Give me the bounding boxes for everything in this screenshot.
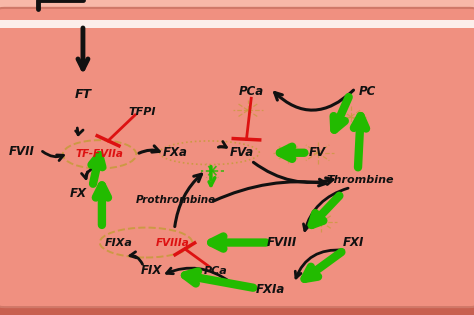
Text: FVIIIa: FVIIIa bbox=[156, 238, 190, 248]
Text: FXa: FXa bbox=[163, 146, 188, 159]
FancyBboxPatch shape bbox=[0, 20, 474, 28]
Text: FT: FT bbox=[74, 88, 91, 101]
Text: FVIII: FVIII bbox=[267, 236, 297, 249]
Text: TFPI: TFPI bbox=[128, 107, 156, 117]
Text: FX: FX bbox=[70, 187, 87, 200]
FancyBboxPatch shape bbox=[0, 298, 474, 315]
Text: TF-FVIIa: TF-FVIIa bbox=[75, 149, 124, 159]
Text: PCa: PCa bbox=[238, 85, 264, 98]
Text: FVa: FVa bbox=[230, 146, 254, 159]
Text: FV: FV bbox=[309, 146, 326, 159]
Text: FXIa: FXIa bbox=[255, 283, 285, 296]
Text: PC: PC bbox=[359, 85, 376, 98]
FancyBboxPatch shape bbox=[0, 0, 474, 47]
Text: PCa: PCa bbox=[204, 266, 228, 276]
Text: FIX: FIX bbox=[141, 264, 163, 278]
Text: FVII: FVII bbox=[9, 145, 34, 158]
Text: FIXa: FIXa bbox=[105, 238, 132, 248]
FancyBboxPatch shape bbox=[0, 8, 474, 307]
Text: FXI: FXI bbox=[342, 236, 364, 249]
Text: Prothrombine: Prothrombine bbox=[135, 195, 216, 205]
Text: Thrombine: Thrombine bbox=[327, 175, 394, 185]
